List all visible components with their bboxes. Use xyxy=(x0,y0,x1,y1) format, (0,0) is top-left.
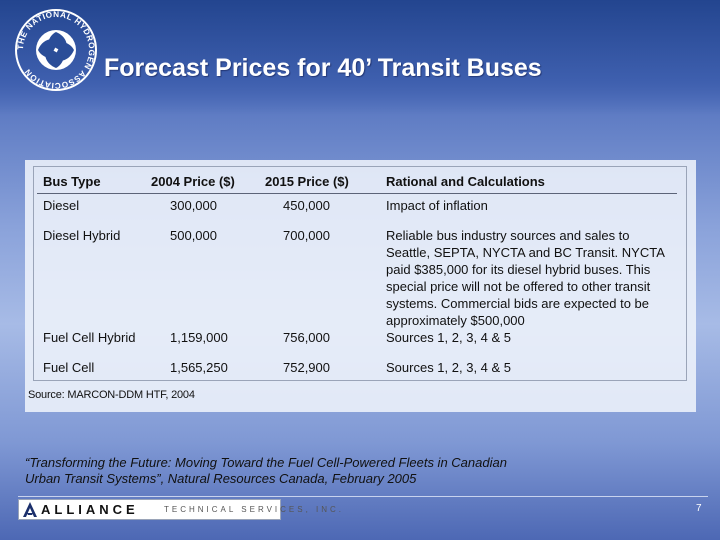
hydrogen-association-logo-icon: THE NATIONAL HYDROGEN ASSOCIATION xyxy=(15,9,97,91)
citation-quote: “Transforming the Future: Moving Toward … xyxy=(25,455,507,486)
row-diesel-rationale: Impact of inflation xyxy=(386,198,488,213)
slide-title: Forecast Prices for 40’ Transit Buses xyxy=(104,54,542,82)
row-diesel-bus-type: Diesel xyxy=(43,198,80,213)
row-fuel-cell-hybrid-bus-type: Fuel Cell Hybrid xyxy=(43,330,136,345)
table-frame xyxy=(33,166,687,381)
row-diesel-price-2004: 300,000 xyxy=(170,198,217,213)
alliance-brand-bar: ALLIANCE TECHNICAL SERVICES, INC. xyxy=(18,499,341,520)
header-bus-type: Bus Type xyxy=(43,174,101,189)
alliance-brand-name: ALLIANCE xyxy=(41,502,139,517)
table-source-note: Source: MARCON-DDM HTF, 2004 xyxy=(28,389,195,401)
header-price-2004: 2004 Price ($) xyxy=(151,174,235,189)
row-diesel-hybrid-price-2015: 700,000 xyxy=(283,228,330,243)
row-fuel-cell-price-2015: 752,900 xyxy=(283,360,330,375)
row-diesel-price-2015: 450,000 xyxy=(283,198,330,213)
row-diesel-hybrid-rationale: Reliable bus industry sources and sales … xyxy=(386,228,665,328)
row-diesel-hybrid-bus-type: Diesel Hybrid xyxy=(43,228,121,243)
footer-divider xyxy=(18,496,708,497)
row-fuel-cell-price-2004: 1,565,250 xyxy=(170,360,228,375)
table-panel xyxy=(25,160,696,412)
row-fuel-cell-bus-type: Fuel Cell xyxy=(43,360,95,375)
alliance-triangle-icon xyxy=(23,502,37,517)
header-divider xyxy=(37,193,677,194)
header-price-2015: 2015 Price ($) xyxy=(265,174,349,189)
page-number: 7 xyxy=(696,503,702,514)
header-band xyxy=(0,0,720,115)
alliance-brand-subtitle: TECHNICAL SERVICES, INC. xyxy=(164,505,345,514)
header-rationale: Rational and Calculations xyxy=(386,174,545,189)
row-diesel-hybrid-price-2004: 500,000 xyxy=(170,228,217,243)
row-fuel-cell-hybrid-price-2004: 1,159,000 xyxy=(170,330,228,345)
row-fuel-cell-hybrid-price-2015: 756,000 xyxy=(283,330,330,345)
row-fuel-cell-hybrid-rationale: Sources 1, 2, 3, 4 & 5 xyxy=(386,330,512,345)
row-fuel-cell-rationale: Sources 1, 2, 3, 4 & 5 xyxy=(386,360,512,375)
